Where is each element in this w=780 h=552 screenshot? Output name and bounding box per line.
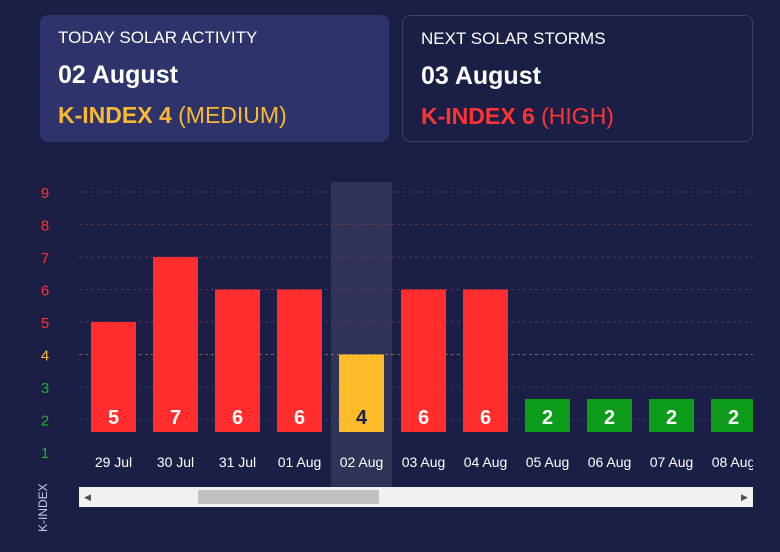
scroll-right-arrow-icon[interactable]: ▶ bbox=[741, 492, 748, 502]
next-k-index-line: K-INDEX 6 (HIGH) bbox=[421, 102, 734, 130]
bar bbox=[153, 257, 198, 432]
y-tick-label: 5 bbox=[41, 315, 49, 332]
today-heading: TODAY SOLAR ACTIVITY bbox=[58, 28, 258, 47]
x-tick-label: 30 Jul bbox=[157, 454, 194, 470]
bar-value-label: 4 bbox=[356, 407, 368, 429]
plot-right-mask bbox=[753, 170, 780, 490]
y-tick-label: 9 bbox=[41, 185, 49, 202]
today-activity-card: TODAY SOLAR ACTIVITY 02 August K-INDEX 4… bbox=[40, 15, 389, 142]
today-k-index-line: K-INDEX 4 (MEDIUM) bbox=[58, 101, 371, 129]
chart-horizontal-scrollbar[interactable]: ◀ ▶ bbox=[79, 487, 753, 507]
x-tick-label: 08 Aug bbox=[712, 454, 756, 470]
bar bbox=[215, 289, 260, 432]
bar-value-label: 6 bbox=[232, 407, 243, 429]
y-tick-label: 4 bbox=[41, 348, 49, 365]
y-tick-label: 7 bbox=[41, 250, 49, 267]
today-date: 02 August bbox=[58, 61, 178, 89]
bar-value-label: 2 bbox=[728, 407, 739, 429]
x-tick-label: 31 Jul bbox=[219, 454, 256, 470]
scrollbar-thumb[interactable] bbox=[198, 490, 379, 504]
x-tick-label: 01 Aug bbox=[278, 454, 322, 470]
bar bbox=[463, 289, 508, 432]
bar bbox=[525, 399, 570, 432]
y-tick-label: 8 bbox=[41, 218, 49, 235]
x-tick-label: 02 Aug bbox=[340, 454, 384, 470]
y-tick-label: 1 bbox=[41, 445, 49, 462]
bar bbox=[277, 289, 322, 432]
today-level: (MEDIUM) bbox=[178, 102, 287, 128]
next-date: 03 August bbox=[421, 62, 541, 90]
bar bbox=[91, 322, 136, 432]
bar-value-label: 6 bbox=[480, 407, 491, 429]
bar-value-label: 6 bbox=[418, 407, 429, 429]
today-k-index: K-INDEX 4 bbox=[58, 102, 172, 128]
next-k-index: K-INDEX 6 bbox=[421, 103, 535, 129]
k-index-bar-chart: 1 2 3 4 5 6 7 8 9 5 29 Jul 7 30 Jul 6 31 Jul 6 01 Aug 4 02… bbox=[41, 170, 780, 490]
next-level: (HIGH) bbox=[541, 103, 614, 129]
y-tick-label: 6 bbox=[41, 283, 49, 300]
bar-value-label: 2 bbox=[666, 407, 677, 429]
today-highlight-band bbox=[331, 182, 392, 487]
next-storms-card: NEXT SOLAR STORMS 03 August K-INDEX 6 (H… bbox=[402, 15, 753, 142]
x-tick-label: 03 Aug bbox=[402, 454, 446, 470]
bar-value-label: 2 bbox=[604, 407, 615, 429]
bar-value-label: 7 bbox=[170, 407, 181, 429]
scroll-left-arrow-icon[interactable]: ◀ bbox=[84, 492, 91, 502]
y-axis-label: K-INDEX bbox=[36, 483, 50, 532]
bar bbox=[649, 399, 694, 432]
x-tick-label: 06 Aug bbox=[588, 454, 632, 470]
x-tick-label: 07 Aug bbox=[650, 454, 694, 470]
y-tick-label: 3 bbox=[41, 380, 49, 397]
bar bbox=[587, 399, 632, 432]
y-tick-label: 2 bbox=[41, 413, 49, 430]
bar-value-label: 5 bbox=[108, 407, 119, 429]
bar-value-label: 6 bbox=[294, 407, 305, 429]
bar-value-label: 2 bbox=[542, 407, 553, 429]
bar bbox=[401, 289, 446, 432]
bar bbox=[711, 399, 753, 432]
next-heading: NEXT SOLAR STORMS bbox=[421, 29, 606, 48]
bar bbox=[339, 354, 384, 432]
x-tick-label: 04 Aug bbox=[464, 454, 508, 470]
x-tick-label: 05 Aug bbox=[526, 454, 570, 470]
x-tick-label: 29 Jul bbox=[95, 454, 132, 470]
